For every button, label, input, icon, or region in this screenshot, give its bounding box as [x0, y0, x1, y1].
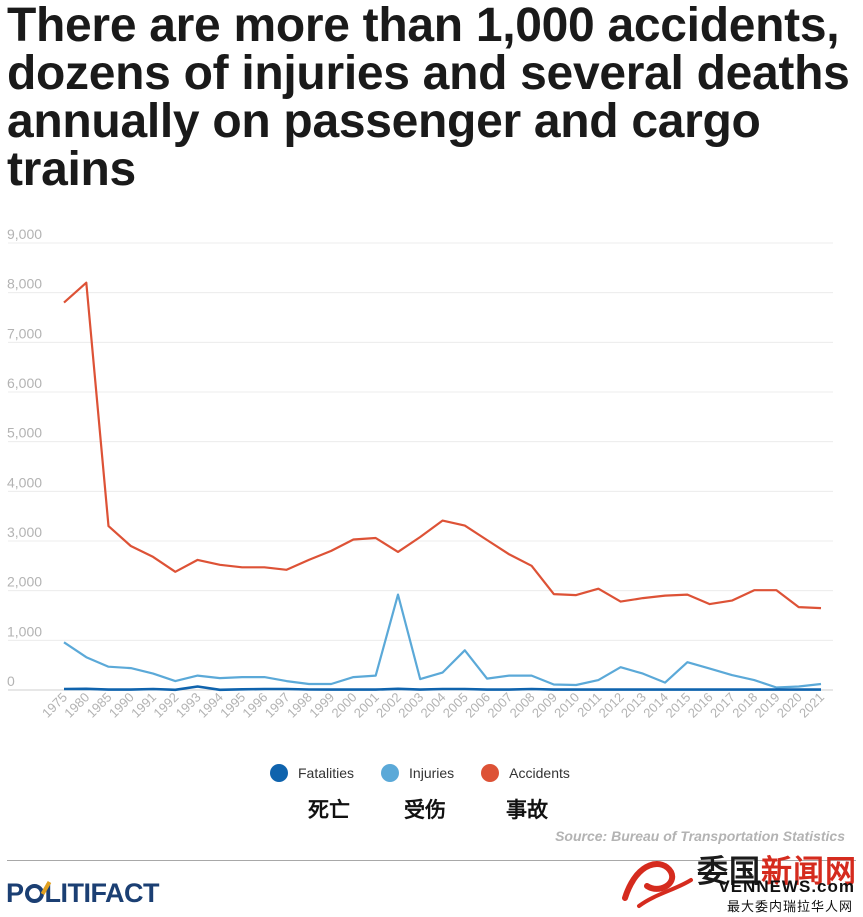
line-chart: 0 1,000 2,000 3,000 4,000 5,000 6,000 7,000 8,00…: [7, 226, 833, 721]
source-note: Source: Bureau of Transportation Statist…: [555, 828, 845, 844]
swirl-icon: [622, 861, 693, 908]
x-tick-label: 2021: [796, 690, 827, 721]
footer-divider: [7, 860, 856, 861]
legend-label-injuries: Injuries: [409, 765, 455, 781]
watermark-title: 委国新闻网: [697, 854, 857, 890]
legend-swatch-accidents: [481, 764, 500, 782]
y-tick-label: 5,000: [7, 425, 42, 441]
chart-title: There are more than 1,000 accidents, doz…: [7, 0, 850, 196]
y-tick-label: 2,000: [7, 574, 42, 590]
series-line-accidents[interactable]: [63, 281, 822, 610]
y-tick-label: 3,000: [7, 524, 42, 540]
legend-item-fatalities[interactable]: Fatalities: [270, 764, 354, 782]
cjk-label-accidents: 事故: [506, 798, 548, 822]
legend-label-fatalities: Fatalities: [298, 765, 355, 781]
logo-text-pre: P: [6, 878, 24, 908]
legend-item-accidents[interactable]: Accidents: [481, 764, 570, 782]
politifact-logo[interactable]: P LITIFACT: [6, 878, 160, 909]
y-tick-label: 8,000: [7, 276, 42, 292]
cjk-label-fatalities: 死亡: [308, 798, 350, 822]
series-line-fatalities[interactable]: [63, 685, 821, 692]
y-tick-label: 6,000: [7, 375, 42, 391]
watermark-logo: 委国新闻网 VENNEWS.com 最大委内瑞拉华人网: [619, 846, 857, 915]
legend-label-accidents: Accidents: [509, 765, 570, 781]
y-tick-label: 4,000: [7, 474, 42, 490]
logo-text-post: LITIFACT: [44, 878, 160, 908]
legend-swatch-fatalities: [270, 764, 288, 782]
watermark-domain: VENNEWS.com: [718, 877, 855, 896]
series-line-injuries[interactable]: [63, 593, 822, 689]
y-tick-label: 1,000: [7, 623, 42, 639]
y-tick-label: 9,000: [7, 226, 42, 242]
legend-item-injuries[interactable]: Injuries: [381, 764, 454, 782]
watermark-tagline: 最大委内瑞拉华人网: [726, 900, 853, 915]
legend: Fatalities Injuries Accidents: [270, 762, 597, 784]
cjk-label-injuries: 受伤: [404, 798, 446, 822]
y-tick-label: 0: [7, 673, 15, 689]
logo-ring-icon: [24, 884, 44, 903]
legend-swatch-injuries: [381, 764, 400, 782]
y-tick-label: 7,000: [7, 325, 42, 341]
